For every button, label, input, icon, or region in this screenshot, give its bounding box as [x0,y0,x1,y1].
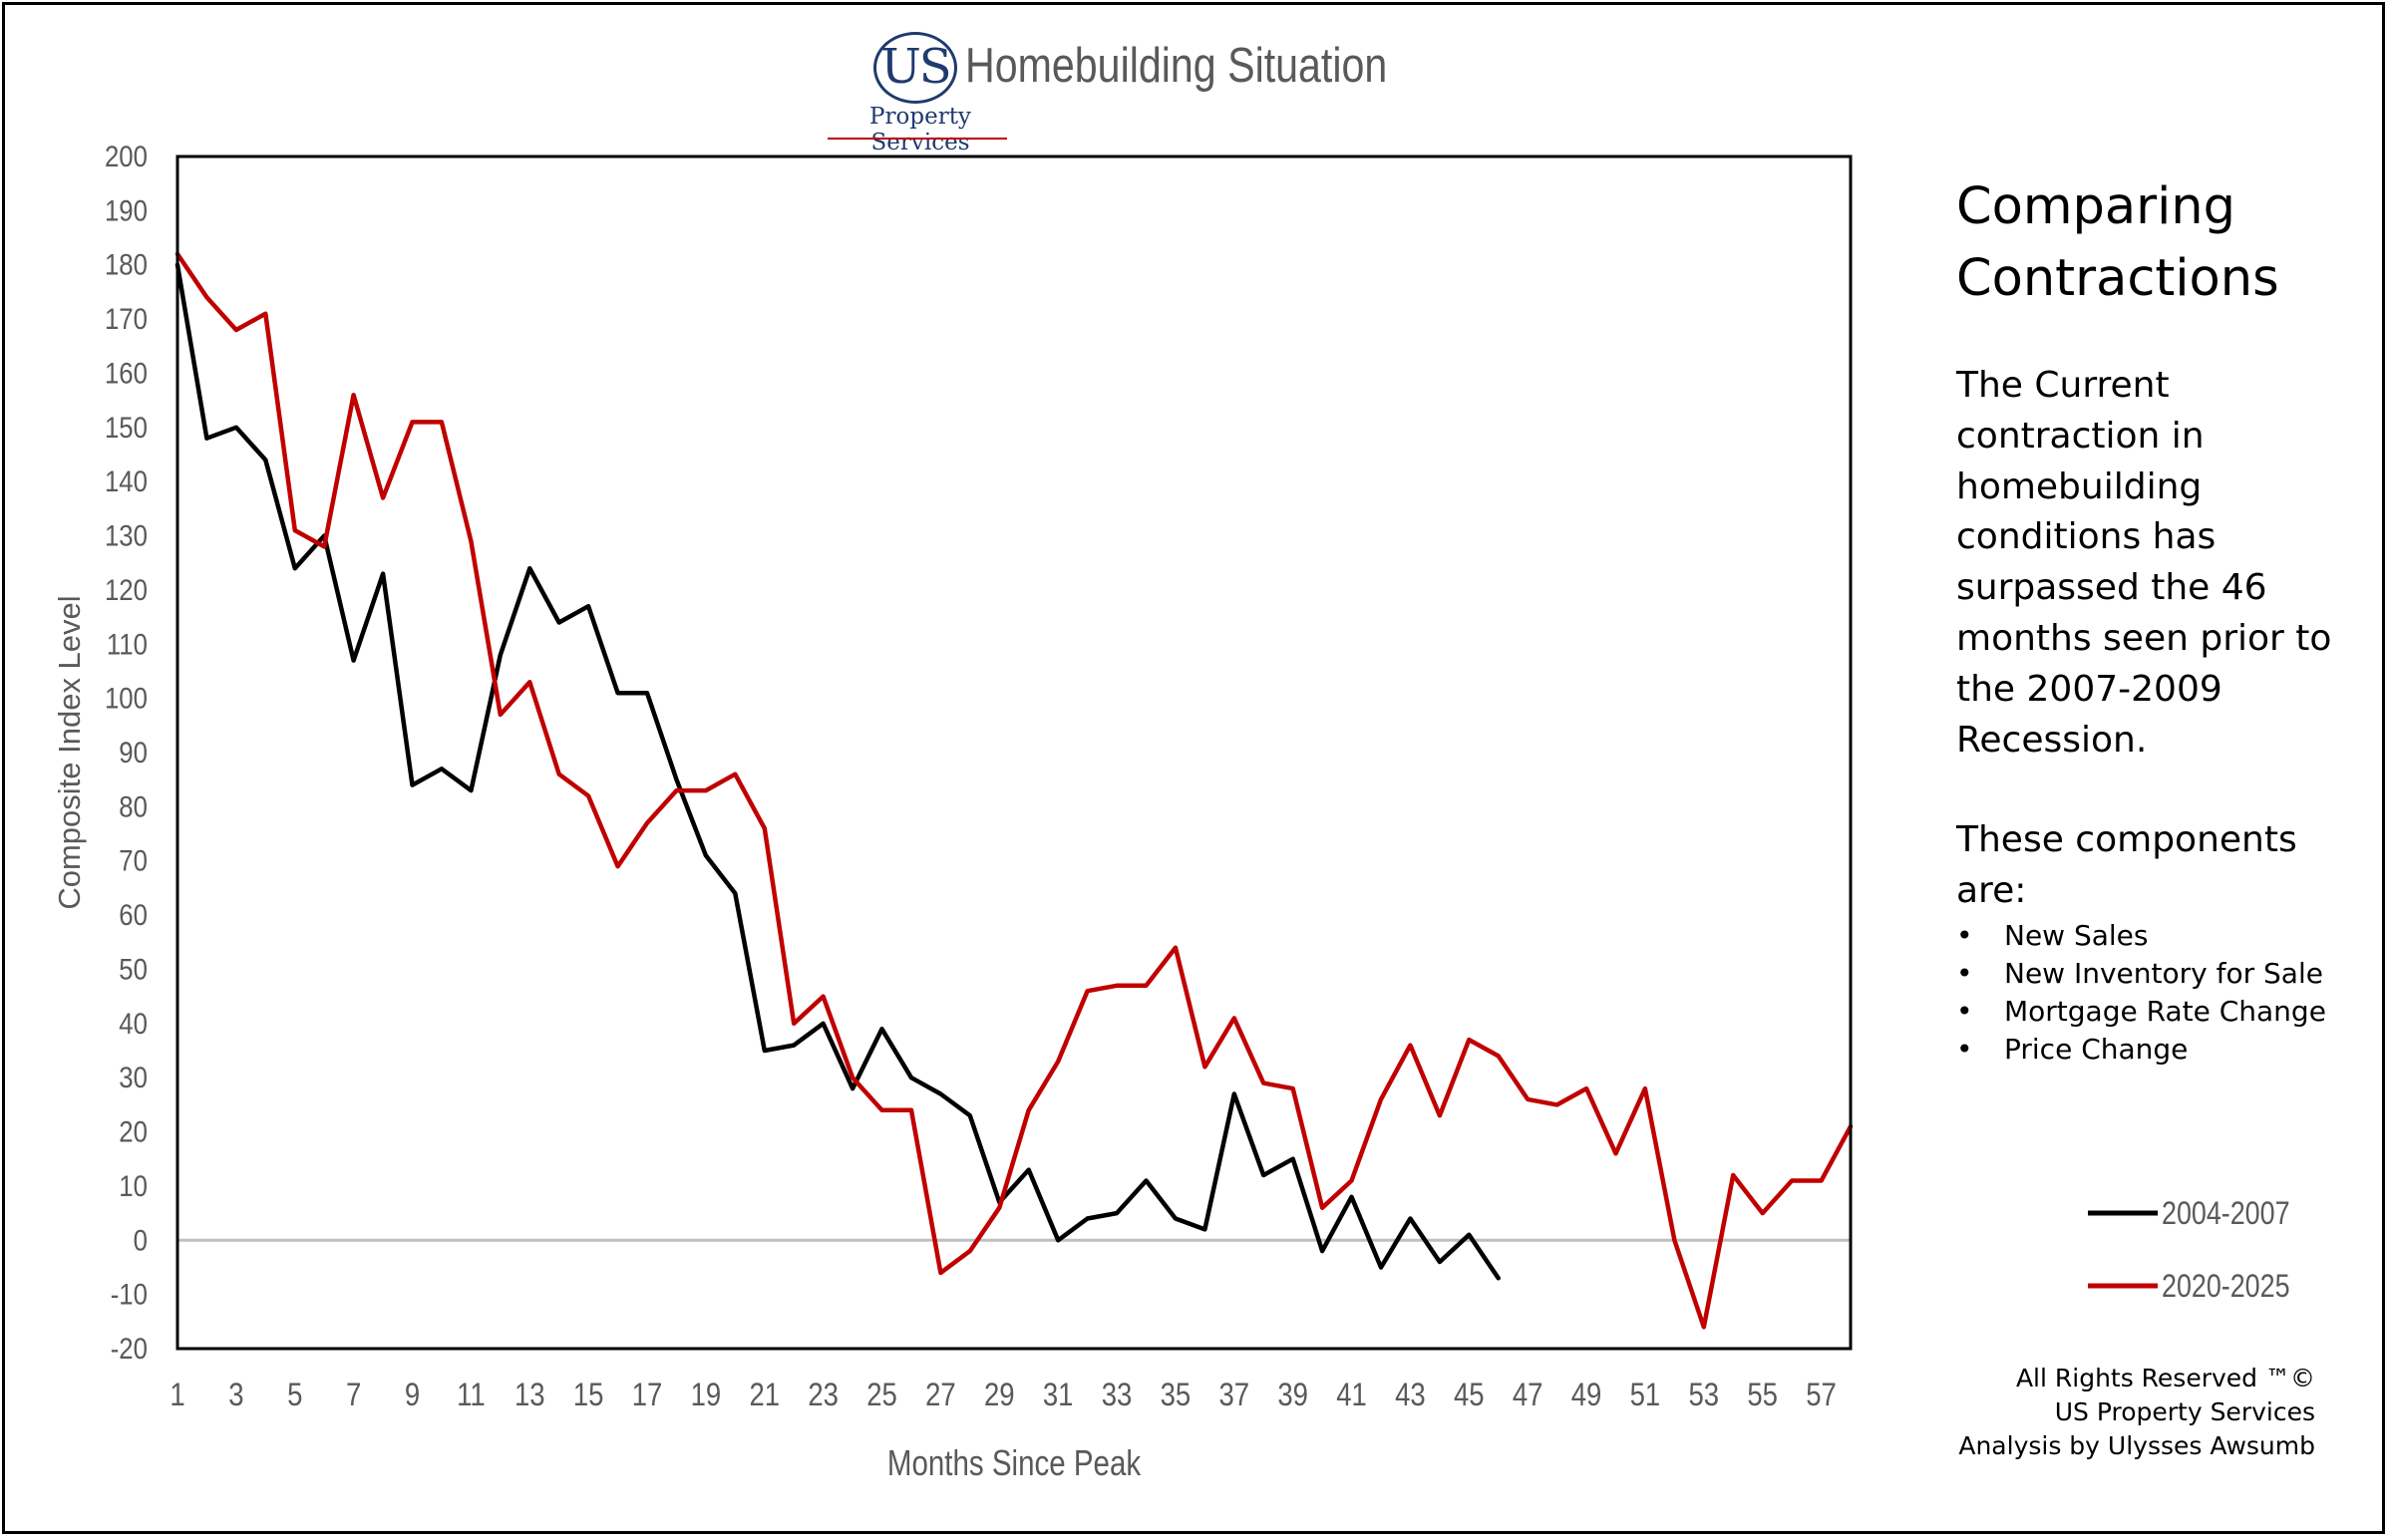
y-tick-label: 180 [105,248,148,281]
logo-letters: US [880,39,951,95]
x-tick-label: 23 [808,1378,839,1412]
y-tick-label: -20 [111,1332,148,1365]
y-tick-label: 110 [107,627,148,660]
legend-label: 2004-2007 [2162,1196,2290,1232]
y-tick-label: 170 [105,302,148,335]
y-tick-label: 150 [105,411,148,444]
credits-company: US Property Services [2054,1397,2315,1426]
y-tick-label: 100 [105,682,148,715]
y-tick-label: 80 [119,790,148,823]
credits-rights: All Rights Reserved ™© [2015,1364,2315,1392]
y-tick-label: 120 [105,573,148,606]
y-tick-label: 50 [119,953,148,986]
x-tick-label: 29 [984,1378,1015,1412]
y-tick-label: 130 [105,519,148,552]
x-tick-label: 25 [866,1378,897,1412]
y-tick-label: 190 [105,194,148,227]
x-tick-label: 1 [170,1378,184,1412]
x-tick-label: 55 [1747,1378,1778,1412]
sidebar-title: Comparing Contractions [1956,171,2355,315]
y-tick-label: 90 [119,736,148,769]
x-tick-label: 57 [1806,1378,1837,1412]
x-tick-label: 53 [1689,1378,1720,1412]
x-tick-label: 41 [1336,1378,1367,1412]
x-tick-label: 9 [405,1378,420,1412]
y-tick-label: 60 [119,898,148,931]
x-tick-label: 3 [228,1378,243,1412]
series-line-2020-2025 [174,251,1854,1330]
x-tick-label: 45 [1454,1378,1485,1412]
y-tick-label: 20 [119,1115,148,1148]
x-tick-label: 7 [346,1378,361,1412]
x-tick-label: 31 [1043,1378,1074,1412]
y-tick-label: 70 [119,844,148,877]
y-tick-label: 40 [119,1007,148,1040]
logo-divider [828,138,1007,140]
x-tick-label: 43 [1395,1378,1426,1412]
component-item: New Inventory for Sale [1956,955,2355,993]
y-tick-label: 200 [105,140,148,172]
logo-subtitle: Property Services [869,104,971,155]
component-item: Price Change [1956,1031,2355,1069]
x-tick-label: 19 [691,1378,722,1412]
credits: All Rights Reserved ™© US Property Servi… [1855,1362,2315,1463]
x-tick-label: 11 [457,1378,486,1412]
y-tick-label: 160 [105,357,148,390]
y-tick-label: 140 [105,464,148,497]
y-tick-label: 30 [119,1061,148,1093]
components-list: New Sales New Inventory for Sale Mortgag… [1956,917,2355,1069]
y-tick-label: 0 [134,1223,148,1256]
x-tick-label: 15 [573,1378,604,1412]
x-tick-label: 39 [1277,1378,1308,1412]
company-logo: US [873,32,957,104]
x-tick-label: 17 [632,1378,663,1412]
x-tick-label: 47 [1513,1378,1543,1412]
x-tick-label: 49 [1571,1378,1602,1412]
y-tick-label: -10 [111,1278,148,1311]
credits-author: Analysis by Ulysses Awsumb [1958,1431,2315,1460]
x-tick-label: 13 [514,1378,545,1412]
series-line-2004-2007 [174,262,1501,1281]
x-tick-label: 35 [1161,1378,1192,1412]
y-axis-title: Composite Index Level [52,595,87,909]
x-tick-label: 37 [1218,1378,1249,1412]
legend-label: 2020-2025 [2162,1269,2290,1305]
sidebar-description: The Current contraction in homebuilding … [1956,365,2332,761]
chart-title: Homebuilding Situation [965,39,1388,93]
x-tick-label: 5 [287,1378,302,1412]
x-tick-label: 27 [925,1378,956,1412]
plot-area-border [175,154,1853,1351]
component-item: Mortgage Rate Change [1956,993,2355,1031]
x-tick-label: 21 [749,1378,780,1412]
sidebar-title-line2: Contractions [1956,249,2279,308]
components-intro: These components are: [1956,819,2297,911]
x-tick-label: 51 [1630,1378,1661,1412]
component-item: New Sales [1956,917,2355,955]
x-tick-label: 33 [1102,1378,1133,1412]
sidebar-title-line1: Comparing [1956,177,2235,236]
y-tick-label: 10 [119,1169,148,1202]
x-axis-title: Months Since Peak [887,1442,1142,1482]
